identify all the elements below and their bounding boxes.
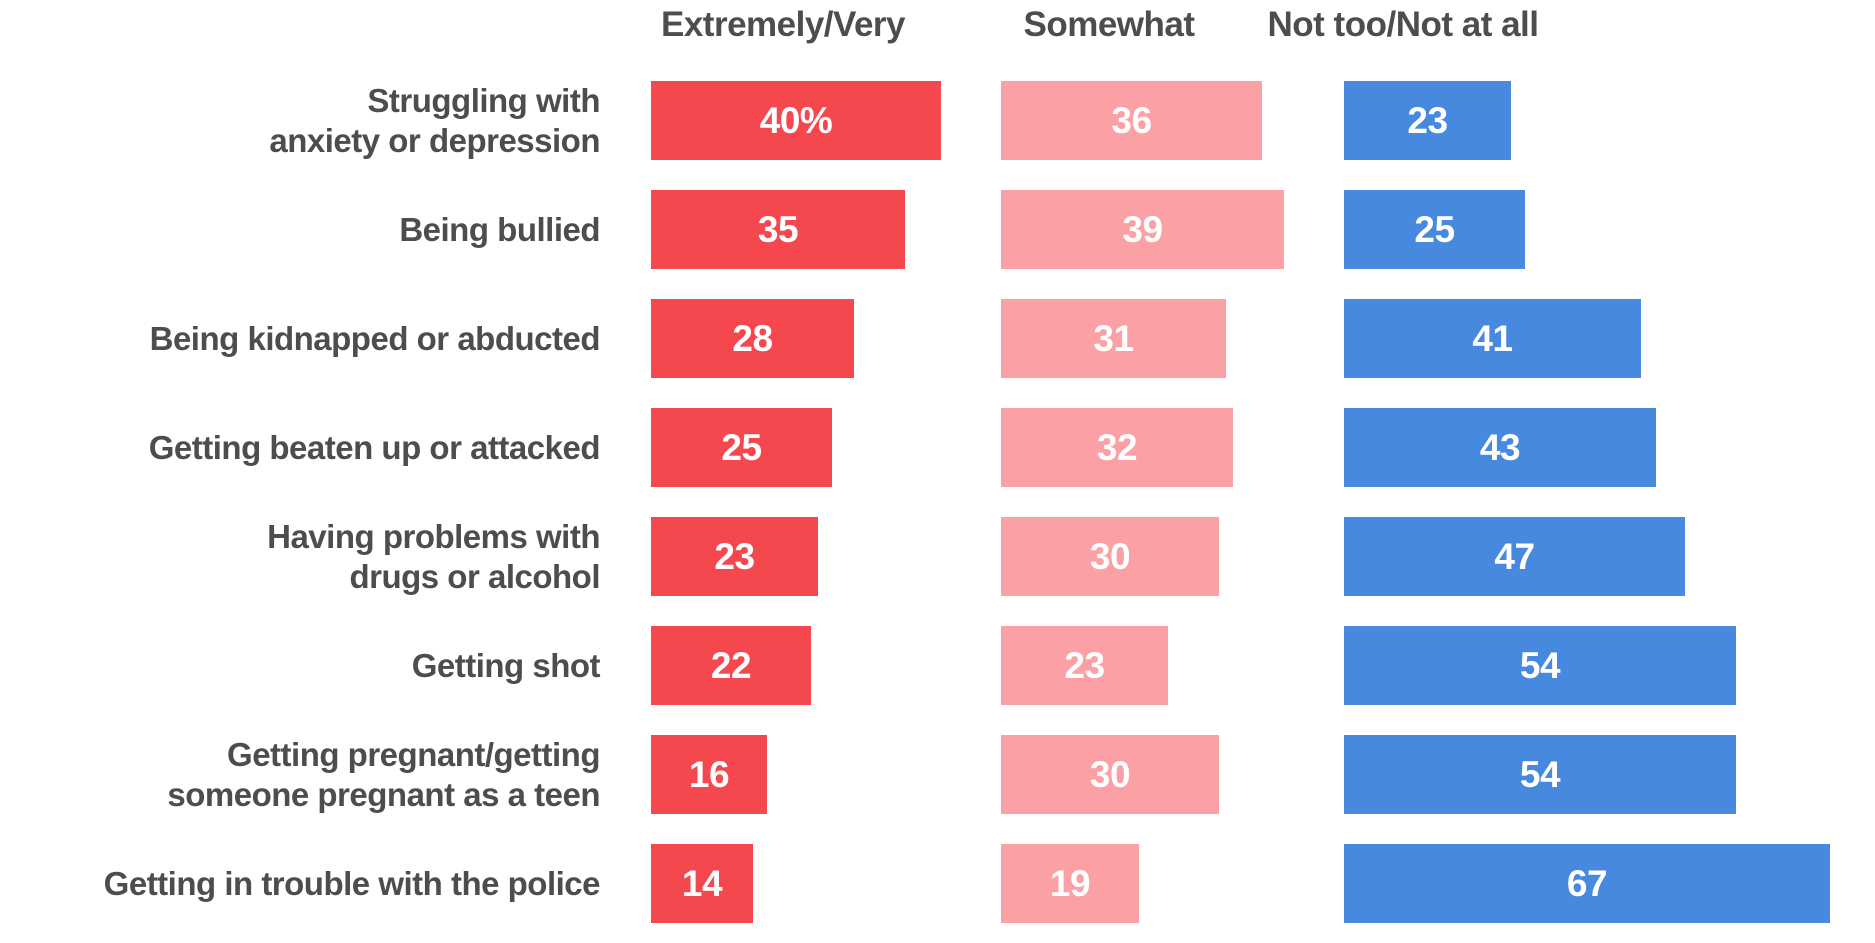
- bar-not-too-not-at-all: 43: [1344, 408, 1656, 487]
- bar-value: 16: [688, 753, 730, 795]
- category-label: Being kidnapped or abducted: [149, 319, 601, 357]
- bar-value: 30: [1089, 753, 1131, 795]
- bar-value: 19: [1049, 862, 1091, 904]
- bar-value: 28: [732, 317, 773, 359]
- bar-value: 32: [1096, 426, 1138, 468]
- bar-extremely-very: 40%: [651, 81, 941, 160]
- bar-extremely-very: 28: [651, 299, 854, 378]
- bar-somewhat: 30: [1001, 517, 1219, 596]
- bar-extremely-very: 16: [651, 735, 767, 814]
- bar-extremely-very: 23: [651, 517, 818, 596]
- bar-somewhat: 39: [1001, 190, 1284, 269]
- bar-extremely-very: 25: [651, 408, 832, 487]
- bar-extremely-very: 22: [651, 626, 811, 705]
- bar-somewhat: 32: [1001, 408, 1233, 487]
- bar-not-too-not-at-all: 47: [1344, 517, 1685, 596]
- column-header-extremely-very: Extremely/Very: [660, 5, 906, 44]
- bar-not-too-not-at-all: 54: [1344, 735, 1736, 814]
- category-label: Struggling with anxiety or depression: [269, 81, 600, 159]
- bar-extremely-very: 14: [651, 844, 753, 923]
- category-label: Being bullied: [399, 210, 600, 248]
- bar-value: 40%: [759, 99, 833, 141]
- bar-value: 35: [757, 208, 799, 250]
- bar-somewhat: 36: [1001, 81, 1262, 160]
- category-label: Getting shot: [411, 646, 601, 684]
- category-label: Getting in trouble with the police: [103, 864, 601, 902]
- bar-value: 39: [1122, 208, 1163, 250]
- bar-not-too-not-at-all: 41: [1344, 299, 1641, 378]
- bar-value: 54: [1519, 644, 1561, 686]
- bar-somewhat: 23: [1001, 626, 1168, 705]
- bar-somewhat: 19: [1001, 844, 1139, 923]
- category-label: Having problems with drugs or alcohol: [267, 517, 600, 595]
- bar-value: 31: [1093, 317, 1134, 359]
- bar-extremely-very: 35: [651, 190, 905, 269]
- bar-not-too-not-at-all: 23: [1344, 81, 1511, 160]
- bar-value: 14: [681, 862, 723, 904]
- category-label: Getting beaten up or attacked: [148, 428, 601, 466]
- bar-value: 25: [1414, 208, 1455, 250]
- bar-value: 36: [1111, 99, 1152, 141]
- column-header-not-too-not-at-all: Not too/Not at all: [1267, 5, 1539, 44]
- bar-value: 23: [1064, 644, 1105, 686]
- bar-not-too-not-at-all: 54: [1344, 626, 1736, 705]
- bar-value: 43: [1479, 426, 1521, 468]
- bar-value: 22: [710, 644, 752, 686]
- bar-value: 23: [1407, 99, 1448, 141]
- bar-value: 67: [1566, 862, 1608, 904]
- bar-value: 30: [1089, 535, 1131, 577]
- bar-somewhat: 31: [1001, 299, 1226, 378]
- bar-value: 47: [1494, 535, 1535, 577]
- bar-value: 23: [714, 535, 755, 577]
- bar-value: 25: [721, 426, 762, 468]
- bar-value: 54: [1519, 753, 1561, 795]
- bar-not-too-not-at-all: 67: [1344, 844, 1830, 923]
- bar-somewhat: 30: [1001, 735, 1219, 814]
- bar-value: 41: [1472, 317, 1513, 359]
- bar-not-too-not-at-all: 25: [1344, 190, 1525, 269]
- column-header-somewhat: Somewhat: [1023, 5, 1195, 44]
- category-label: Getting pregnant/getting someone pregnan…: [167, 735, 600, 813]
